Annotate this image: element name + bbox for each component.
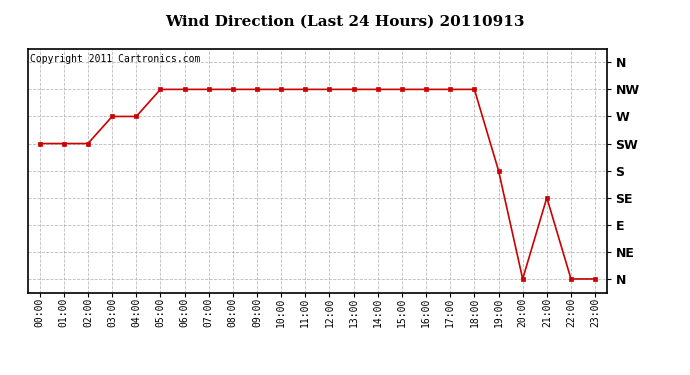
Text: Wind Direction (Last 24 Hours) 20110913: Wind Direction (Last 24 Hours) 20110913 [165, 15, 525, 29]
Text: Copyright 2011 Cartronics.com: Copyright 2011 Cartronics.com [30, 54, 201, 64]
